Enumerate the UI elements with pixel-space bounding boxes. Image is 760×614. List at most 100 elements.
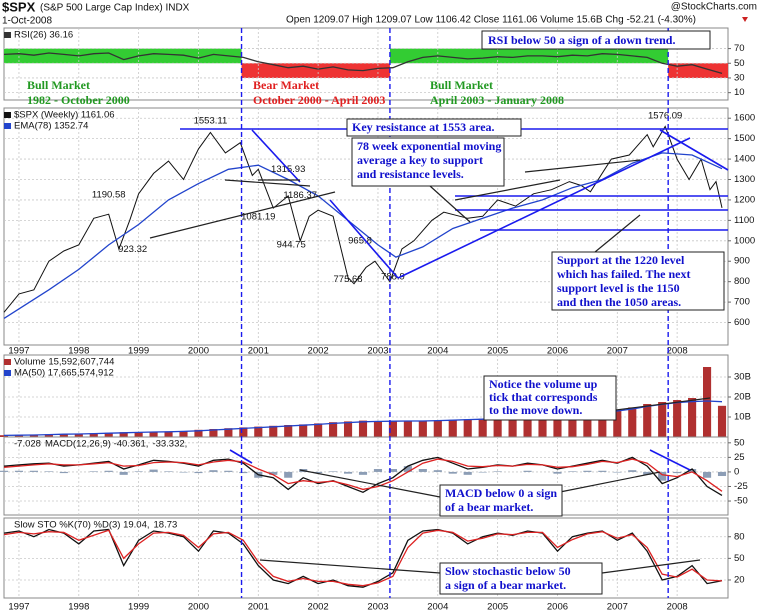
bar — [329, 422, 338, 437]
rsi-band — [4, 48, 242, 64]
x-tick-label: 2003 — [367, 346, 388, 357]
bar — [239, 427, 248, 437]
rsi-band — [241, 63, 390, 78]
trend-line — [229, 449, 253, 464]
bar — [14, 435, 24, 437]
bar — [14, 470, 24, 472]
bar — [104, 470, 113, 472]
bar — [194, 429, 203, 437]
security-name: (S&P 500 Large Cap Index) INDX — [40, 3, 190, 14]
x-tick-label: 1997 — [8, 602, 29, 613]
note-box — [439, 562, 603, 595]
x-tick-label: 2003 — [367, 602, 388, 613]
bar — [164, 471, 173, 472]
y-tick-label: 1300 — [734, 174, 755, 185]
bar — [403, 466, 412, 472]
trend-line — [397, 137, 691, 279]
x-tick-label: 2006 — [547, 602, 568, 613]
note-box — [439, 484, 563, 517]
bar — [523, 470, 532, 472]
x-tick-label: 2001 — [248, 602, 269, 613]
note: to the move down. — [489, 403, 582, 417]
legend-label: Slow STO %K(70) %D(3) 19.04, — [14, 520, 150, 531]
date: 1-Oct-2008 — [2, 16, 52, 27]
x-tick-label: 2005 — [487, 346, 508, 357]
y-tick-label: 1000 — [734, 235, 755, 246]
phase-label: Bull Market — [27, 78, 90, 92]
y-tick-label: 50 — [734, 553, 745, 564]
note-box — [481, 30, 711, 50]
annotations: RSI below 50 a sign of a down trend. Key… — [346, 30, 725, 595]
trend-line — [659, 129, 729, 171]
note: and resistance levels. — [357, 167, 464, 181]
bar — [673, 400, 682, 437]
note: which has failed. The next — [557, 267, 690, 281]
bar — [179, 431, 188, 437]
y-tick-label: 10B — [734, 412, 751, 423]
bar — [209, 429, 218, 437]
trend-line — [224, 179, 311, 187]
trend-line — [454, 179, 561, 201]
note: tick that corresponds — [489, 390, 598, 404]
note: and then the 1050 areas. — [557, 295, 681, 309]
bar — [702, 367, 712, 437]
bar — [523, 417, 532, 437]
header: $SPX (S&P 500 Large Cap Index) INDX 1-Oc… — [2, 0, 757, 27]
bar — [658, 471, 667, 481]
price-label: 775.68 — [334, 274, 363, 285]
pointer — [559, 471, 661, 493]
bar — [134, 471, 143, 472]
bar — [314, 423, 323, 437]
y-tick-label: 25 — [734, 452, 745, 463]
bar — [643, 471, 652, 475]
trend-line — [649, 449, 691, 471]
y-tick-label: 700 — [734, 297, 750, 308]
x-tick-label: 2004 — [427, 346, 448, 357]
y-tick-label: 20B — [734, 392, 751, 403]
bar — [89, 471, 98, 472]
note: a sign of a bear market. — [445, 578, 566, 592]
bar — [688, 398, 697, 437]
trend-line — [251, 129, 301, 183]
y-tick-label: 1100 — [734, 215, 754, 226]
bar — [538, 416, 547, 437]
bar — [553, 415, 562, 437]
bar — [329, 471, 338, 472]
series-line — [3, 458, 723, 492]
legend-label: Volume 15,592,607,744 — [14, 357, 114, 368]
bar — [134, 432, 143, 437]
bar — [89, 433, 98, 437]
price-label: 1576.09 — [648, 111, 682, 122]
price-label: 944.75 — [277, 240, 306, 251]
note-box — [351, 137, 505, 187]
x-tick-label: 2002 — [308, 602, 329, 613]
price-label: 923.32 — [118, 244, 147, 255]
pointer — [594, 214, 641, 253]
bar — [702, 471, 712, 478]
y-tick-label: 50 — [734, 437, 745, 448]
note: 78 week exponential moving — [357, 139, 501, 153]
bar — [209, 470, 218, 472]
price-label: 1081.19 — [241, 212, 275, 223]
note: Notice the volume up — [489, 377, 598, 391]
price-label: 1186.37 — [283, 190, 317, 201]
x-tick-label: 1998 — [68, 346, 89, 357]
trend-line — [149, 191, 336, 239]
legend-label: -7.028 — [14, 439, 41, 450]
bar — [613, 409, 622, 437]
bar — [0, 435, 9, 437]
legend-label: EMA(78) 1352.74 — [14, 121, 88, 132]
bar — [119, 432, 128, 437]
series-line — [3, 52, 723, 75]
legend-swatch — [4, 32, 11, 38]
note-box — [346, 118, 522, 137]
note-box — [483, 375, 617, 421]
bar — [299, 424, 308, 437]
bar — [224, 470, 233, 472]
bar — [433, 420, 442, 437]
legend-label: 18.73 — [154, 520, 178, 531]
bar — [448, 419, 457, 437]
price-label: 788.9 — [381, 271, 405, 282]
note: MACD below 0 a sign — [445, 486, 557, 500]
